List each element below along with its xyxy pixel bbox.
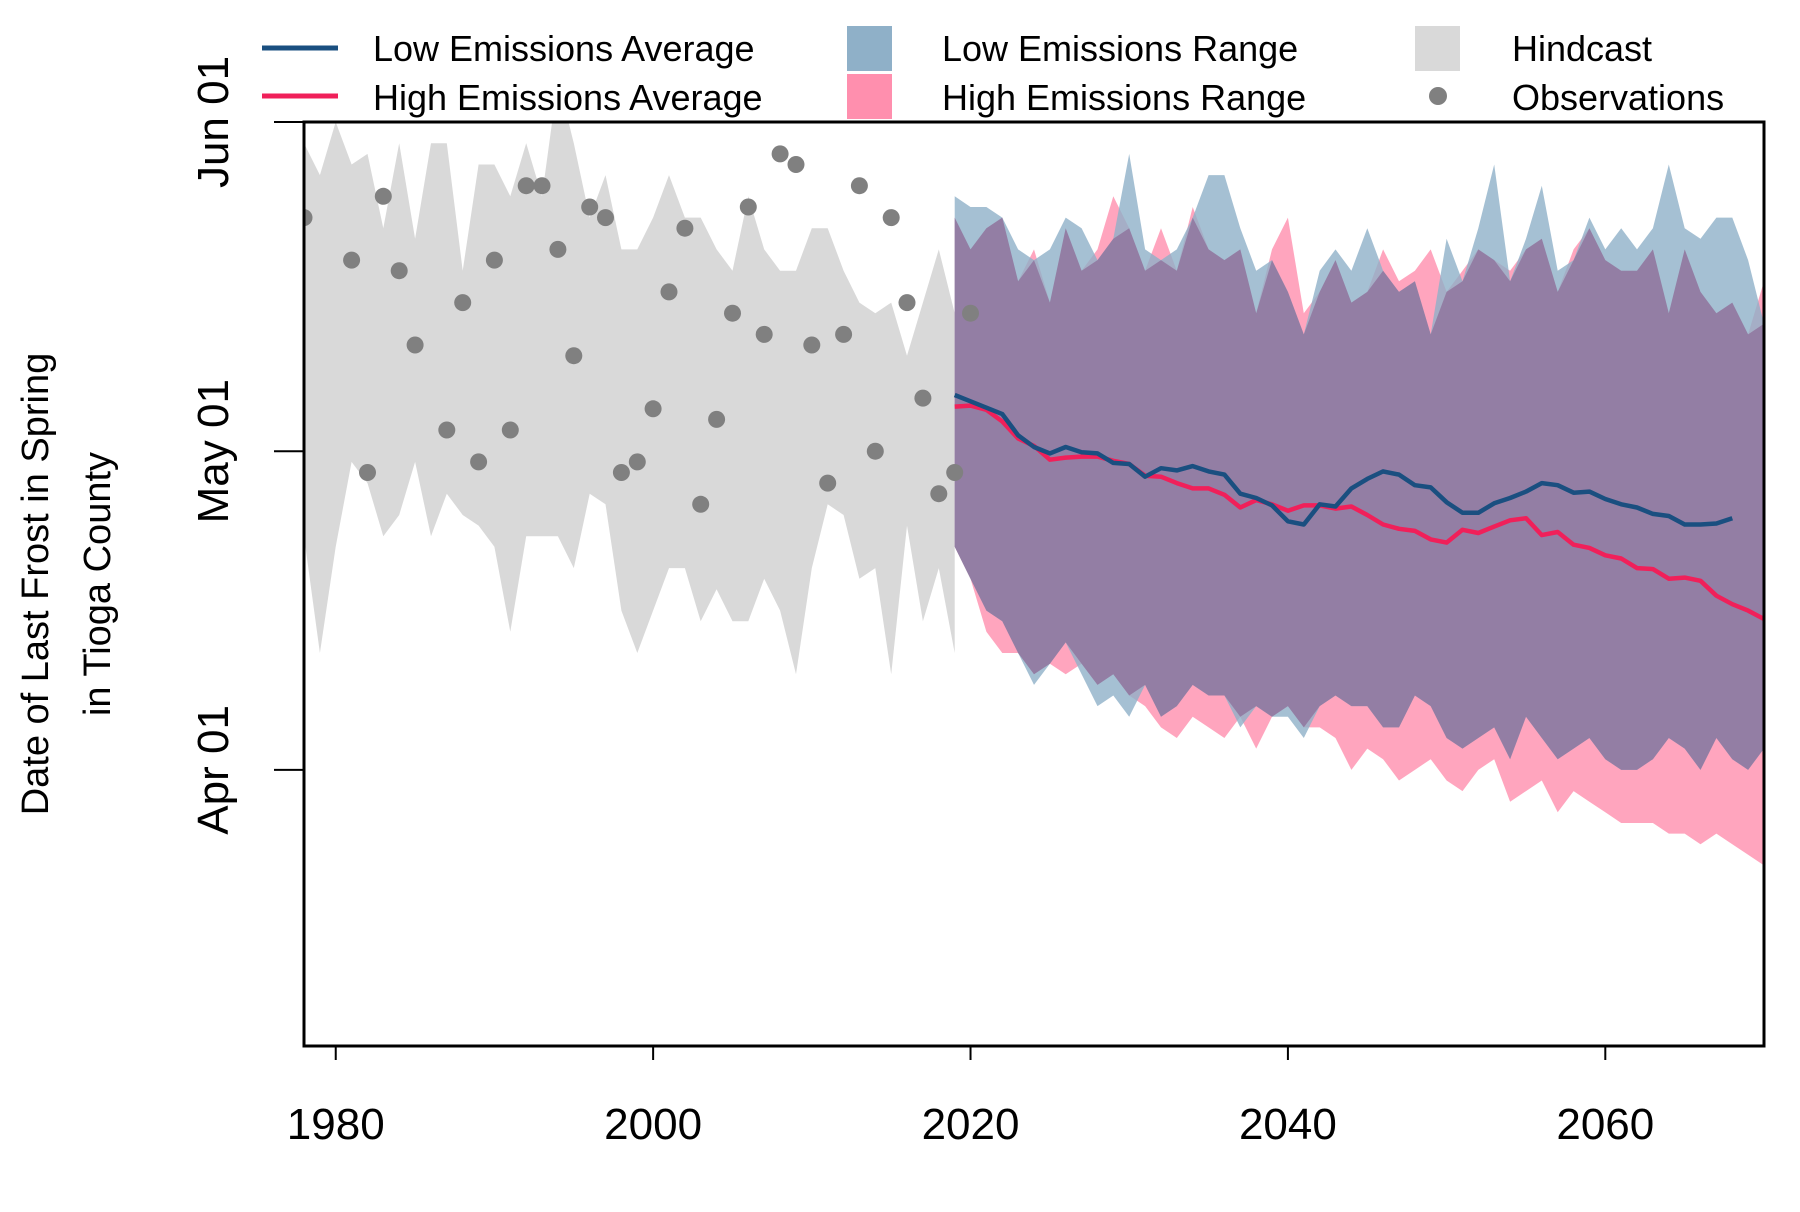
legend-swatch-hindcast [1415,26,1460,71]
legend-label-observations: Observations [1512,77,1724,118]
legend-swatch-high-range [847,74,892,119]
y-tick-label: May 01 [189,379,238,523]
observation-point [898,294,916,312]
x-tick-label: 2000 [604,1100,702,1149]
observation-point [390,262,408,280]
legend-swatch-low-range [847,26,892,71]
observation-point [692,495,710,513]
x-axis: 1980 2000 2020 2040 2060 [287,1046,1654,1149]
observation-point [501,421,519,439]
legend-label-hindcast: Hindcast [1512,28,1652,69]
observation-point [803,336,821,354]
observation-point [708,410,726,428]
low-emissions-average-line [953,392,1734,527]
observation-point [787,156,805,173]
range-overlap-area [954,217,1764,770]
x-tick-label: 1980 [287,1100,385,1149]
observation-point [676,219,694,237]
observation-point [549,240,567,258]
observation-point [882,209,900,227]
legend: Low Emissions Average High Emissions Ave… [262,26,1724,119]
observation-point [644,400,662,418]
y-axis-label-line-1: Date of Last Frost in Spring [15,353,57,816]
x-tick-label: 2020 [922,1100,1020,1149]
observation-point [470,453,488,471]
observation-point [374,187,392,205]
high-emissions-average-line [954,403,1764,621]
legend-label-high-range: High Emissions Range [942,77,1306,118]
observation-point [660,283,678,301]
observation-point [739,198,757,216]
observation-point [517,177,535,195]
plot-frame [302,120,1766,1048]
observation-point [946,464,964,481]
observation-point [565,347,583,365]
legend-label-high-average: High Emissions Average [373,77,763,118]
observation-point [327,103,344,120]
observation-point [533,177,551,195]
observation-point [612,464,630,481]
observation-point [962,304,979,322]
observation-point [819,474,837,492]
observation-point [628,453,646,471]
y-tick-label: Jun 01 [189,56,238,188]
legend-label-low-range: Low Emissions Range [942,28,1298,69]
observation-point [359,464,376,481]
observation-point [485,251,503,269]
observation-point [850,177,868,195]
x-tick-label: 2060 [1556,1100,1654,1149]
observation-point [866,442,884,460]
plot-content [304,103,1764,866]
observation-point [304,209,313,227]
legend-swatch-observations [1429,87,1447,105]
observation-point [755,325,773,343]
observation-point [438,421,456,439]
observation-point [771,145,789,163]
observation-point [724,304,741,322]
observation-point [835,325,853,343]
observation-point [581,198,599,216]
observation-point [914,389,932,407]
observation-point [454,294,472,312]
y-axis-label-line-2: in Tioga County [77,452,119,716]
hindcast-range-area [304,122,955,675]
observation-point [343,251,361,269]
legend-label-low-average: Low Emissions Average [373,28,755,69]
observation-point [406,336,424,354]
y-axis: Apr 01 May 01 Jun 01 [189,56,304,835]
y-tick-label: Apr 01 [189,705,238,835]
observation-point [930,485,948,503]
observation-point [597,209,614,227]
x-tick-label: 2040 [1239,1100,1337,1149]
